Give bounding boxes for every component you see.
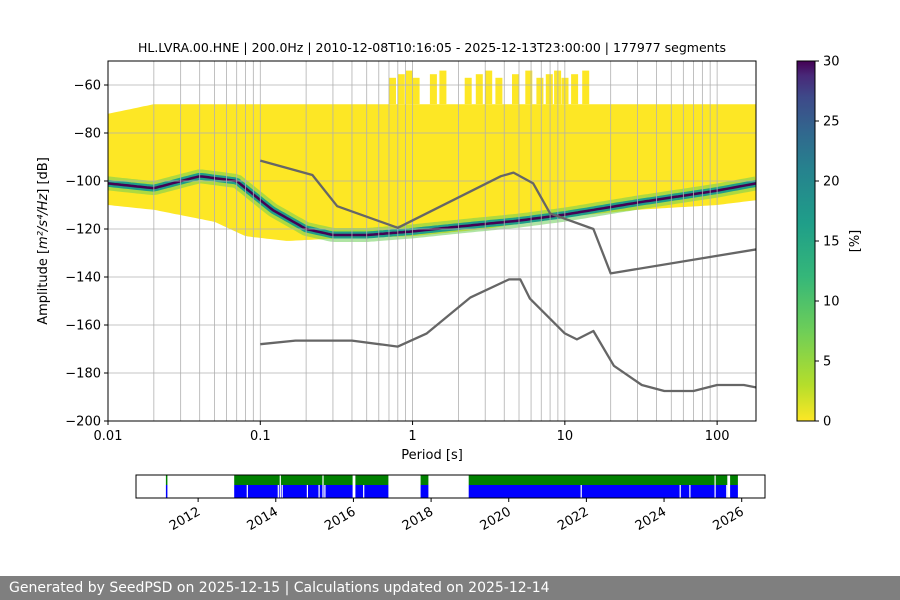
sparse-cells bbox=[389, 70, 590, 105]
availability-bar bbox=[468, 475, 728, 485]
availability-gap bbox=[246, 485, 248, 498]
availability-bar bbox=[730, 475, 738, 485]
availability-gap bbox=[363, 485, 365, 498]
availability-bar bbox=[420, 485, 429, 498]
availability-tick-label: 2016 bbox=[322, 504, 358, 534]
main-plot: −60 −80 −100 −120 −140 −160 −180 −200 0.01 0.1 1 1… bbox=[36, 60, 757, 463]
availability-tick-label: 2014 bbox=[245, 504, 281, 534]
colorbar-tick-label: 5 bbox=[823, 355, 831, 370]
density-cell bbox=[571, 74, 579, 105]
plot-frame bbox=[107, 60, 757, 422]
colorbar-tick-label: 0 bbox=[823, 415, 831, 430]
availability-tick-label: 2018 bbox=[400, 504, 436, 534]
availability-gap bbox=[324, 485, 326, 498]
availability-gap bbox=[726, 485, 728, 498]
density-cell bbox=[582, 70, 590, 105]
density-cell bbox=[405, 70, 413, 105]
availability-ticks: 2012 2014 2016 2018 2020 2022 2024 2026 bbox=[167, 498, 747, 534]
footer-text: Generated by SeedPSD on 2025-12-15 | Cal… bbox=[9, 580, 550, 596]
colorbar-ticks: 0 5 10 15 20 25 30 bbox=[815, 55, 840, 430]
availability-tick-label: 2022 bbox=[555, 504, 591, 534]
density-cell bbox=[464, 77, 472, 105]
density-cell bbox=[475, 74, 483, 105]
y-axis-ticks: −60 −80 −100 −120 −140 −160 −180 −200 bbox=[65, 79, 108, 430]
availability-tick-label: 2026 bbox=[711, 504, 747, 534]
y-tick-label: −200 bbox=[65, 415, 101, 430]
availability-gap bbox=[306, 485, 308, 498]
density-cell bbox=[525, 70, 533, 105]
density-cell bbox=[397, 74, 405, 105]
colorbar-tick-label: 30 bbox=[823, 55, 840, 70]
x-axis-ticks: 0.01 0.1 1 10 100 bbox=[94, 421, 730, 444]
colorbar-tick-label: 25 bbox=[823, 115, 840, 130]
availability-tick-label: 2024 bbox=[633, 504, 669, 534]
availability-bar bbox=[420, 475, 429, 485]
y-tick-label: −180 bbox=[65, 367, 101, 382]
density-cell bbox=[429, 74, 437, 105]
availability-gap bbox=[580, 485, 582, 498]
availability-frame bbox=[135, 474, 766, 499]
y-tick-label: −120 bbox=[65, 223, 101, 238]
availability-gap bbox=[714, 475, 716, 498]
noise-model-line bbox=[260, 278, 756, 393]
availability-bar bbox=[468, 485, 728, 498]
heatmap-density bbox=[108, 70, 756, 242]
x-tick-label: 10 bbox=[557, 429, 574, 444]
x-tick-label: 0.1 bbox=[250, 429, 271, 444]
availability-tick-label: 2020 bbox=[478, 504, 514, 534]
availability-bars bbox=[165, 475, 738, 498]
density-cell bbox=[412, 77, 420, 105]
availability-plot: 2012 2014 2016 2018 2020 2022 2024 2026 bbox=[135, 474, 766, 534]
x-tick-label: 0.01 bbox=[94, 429, 123, 444]
availability-bar bbox=[165, 485, 168, 498]
availability-gap bbox=[281, 485, 283, 498]
availability-bar bbox=[165, 475, 168, 485]
figure: HL.LVRA.00.HNE | 200.0Hz | 2010-12-08T10… bbox=[36, 40, 863, 534]
density-cell bbox=[485, 70, 493, 105]
availability-bar bbox=[355, 485, 389, 498]
colorbar-label: [%] bbox=[848, 230, 863, 253]
density-cell bbox=[495, 77, 503, 105]
density-cell bbox=[545, 74, 553, 105]
x-tick-label: 100 bbox=[705, 429, 730, 444]
noise-model-line bbox=[259, 159, 756, 275]
density-cell bbox=[389, 77, 396, 105]
availability-tick-label: 2012 bbox=[167, 504, 203, 534]
y-tick-label: −160 bbox=[65, 319, 101, 334]
chart-title: HL.LVRA.00.HNE | 200.0Hz | 2010-12-08T10… bbox=[138, 40, 726, 55]
availability-bar bbox=[355, 475, 389, 485]
colorbar-gradient bbox=[796, 60, 816, 422]
availability-gap bbox=[689, 485, 691, 498]
x-axis-label: Period [s] bbox=[401, 448, 463, 463]
availability-gap bbox=[679, 485, 681, 498]
density-cell bbox=[512, 74, 519, 105]
colorbar: 0 5 10 15 20 25 30 [%] bbox=[796, 55, 863, 430]
y-tick-label: −80 bbox=[74, 127, 101, 142]
availability-gap bbox=[318, 485, 320, 498]
availability-bar bbox=[730, 485, 738, 498]
colorbar-tick-label: 10 bbox=[823, 295, 840, 310]
y-tick-label: −140 bbox=[65, 271, 101, 286]
colorbar-tick-label: 15 bbox=[823, 235, 840, 250]
density-cell bbox=[536, 77, 544, 105]
availability-gap bbox=[322, 475, 324, 498]
footer-bar: Generated by SeedPSD on 2025-12-15 | Cal… bbox=[0, 576, 900, 600]
x-tick-label: 1 bbox=[408, 429, 416, 444]
noise-model-lines bbox=[259, 159, 756, 393]
density-cell bbox=[439, 70, 447, 105]
availability-gap bbox=[279, 475, 281, 498]
y-tick-label: −100 bbox=[65, 175, 101, 190]
availability-bar bbox=[234, 485, 353, 498]
colorbar-tick-label: 20 bbox=[823, 175, 840, 190]
availability-gap bbox=[277, 485, 279, 498]
availability-bar bbox=[234, 475, 353, 485]
y-axis-label: Amplitude [m²/s⁴/Hz] [dB] bbox=[36, 157, 51, 325]
y-tick-label: −60 bbox=[74, 79, 101, 94]
